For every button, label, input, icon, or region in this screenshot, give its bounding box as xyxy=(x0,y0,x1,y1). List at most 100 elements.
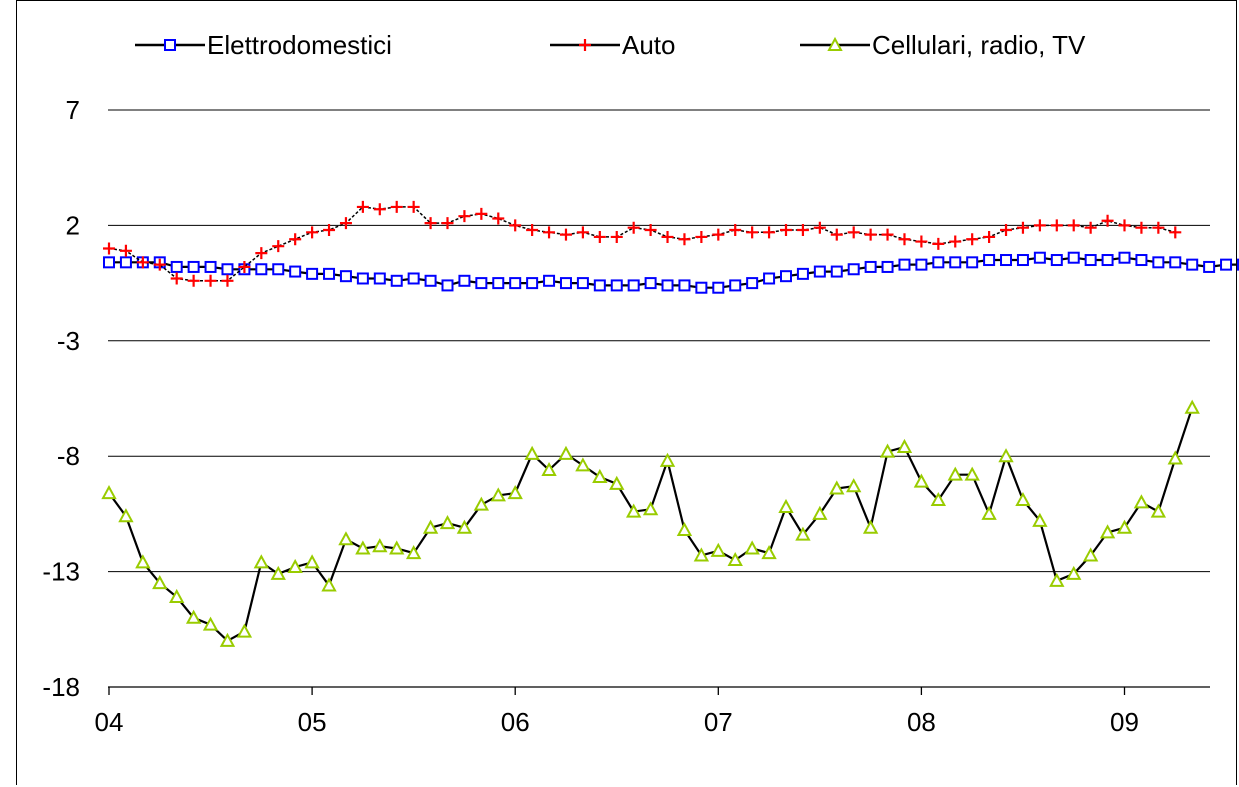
gridlines xyxy=(108,109,1210,573)
data-point xyxy=(661,230,674,243)
x-tick-label: 07 xyxy=(704,707,733,737)
data-point xyxy=(575,457,591,472)
data-point xyxy=(1016,254,1029,267)
data-point xyxy=(272,263,285,276)
data-point xyxy=(526,277,539,290)
data-point xyxy=(356,272,369,285)
data-point xyxy=(304,554,320,569)
data-point xyxy=(490,487,506,502)
data-point xyxy=(913,473,930,488)
series-line xyxy=(108,206,1176,282)
data-point xyxy=(812,505,828,520)
data-point xyxy=(1169,226,1182,239)
data-point xyxy=(695,230,708,243)
y-tick-label: -8 xyxy=(57,441,80,471)
data-point xyxy=(864,260,877,273)
data-point xyxy=(949,235,962,248)
data-point xyxy=(169,588,185,603)
data-point xyxy=(1118,219,1131,232)
legend-label: Auto xyxy=(622,30,676,60)
data-point xyxy=(118,508,134,523)
data-point xyxy=(119,244,132,257)
series-0 xyxy=(103,251,1239,294)
data-point xyxy=(1000,254,1013,267)
data-point xyxy=(338,531,354,546)
data-point xyxy=(881,260,894,273)
data-point xyxy=(678,233,691,246)
data-point xyxy=(170,260,183,273)
data-point xyxy=(659,452,676,467)
data-point xyxy=(1135,221,1148,234)
data-point xyxy=(847,263,860,276)
legend-marker xyxy=(164,39,176,51)
data-point xyxy=(321,577,337,592)
data-point xyxy=(813,221,826,234)
legend-marker xyxy=(827,36,843,51)
data-point xyxy=(796,224,809,237)
data-point xyxy=(407,200,420,213)
data-point xyxy=(915,258,928,271)
data-point xyxy=(813,265,826,278)
data-point xyxy=(763,272,776,285)
data-point xyxy=(898,233,911,246)
x-tick-label: 06 xyxy=(501,707,530,737)
data-point xyxy=(761,545,777,560)
legend-item-1: Auto xyxy=(550,30,676,60)
data-point xyxy=(253,554,270,569)
data-point xyxy=(1101,254,1114,267)
data-point xyxy=(153,258,166,271)
data-point xyxy=(1186,258,1199,271)
data-point xyxy=(644,224,657,237)
y-tick-label: -3 xyxy=(57,326,80,356)
data-point xyxy=(1184,399,1200,414)
y-tick-label: -18 xyxy=(42,672,80,702)
data-point xyxy=(270,565,286,580)
data-point xyxy=(1067,251,1080,264)
data-point xyxy=(1236,258,1239,271)
data-point xyxy=(964,466,980,481)
data-point xyxy=(1152,256,1165,269)
data-point xyxy=(915,235,928,248)
data-point xyxy=(458,210,471,223)
data-point xyxy=(1150,503,1167,518)
series-plot-area xyxy=(101,200,1239,647)
data-point xyxy=(1033,251,1046,264)
data-point xyxy=(306,267,319,280)
data-point xyxy=(187,260,200,273)
data-point xyxy=(879,443,896,458)
data-point xyxy=(475,277,488,290)
data-point xyxy=(983,230,996,243)
data-point xyxy=(543,274,556,287)
data-point xyxy=(576,226,589,239)
data-point xyxy=(1050,219,1063,232)
data-point xyxy=(473,496,490,511)
data-point xyxy=(422,519,439,534)
data-point xyxy=(966,256,979,269)
y-tick-label: 7 xyxy=(66,95,80,125)
series-1 xyxy=(103,200,1182,287)
data-point xyxy=(966,233,979,246)
data-point xyxy=(255,263,268,276)
data-point xyxy=(712,228,725,241)
data-point xyxy=(439,515,456,530)
data-point xyxy=(795,526,811,541)
data-point xyxy=(592,468,608,483)
data-point xyxy=(407,272,420,285)
data-point xyxy=(1169,256,1182,269)
data-point xyxy=(509,277,522,290)
data-point xyxy=(695,281,708,294)
data-point xyxy=(170,272,183,285)
data-point xyxy=(103,242,115,255)
data-point xyxy=(576,277,589,290)
data-point xyxy=(390,200,403,213)
data-point xyxy=(593,230,606,243)
legend-marker xyxy=(579,39,591,51)
data-point xyxy=(507,485,523,500)
data-point xyxy=(103,256,115,269)
series-2 xyxy=(101,399,1200,647)
data-point xyxy=(543,226,556,239)
data-point xyxy=(1167,450,1183,465)
data-point xyxy=(710,542,726,557)
data-point xyxy=(1084,254,1097,267)
data-point xyxy=(610,230,623,243)
